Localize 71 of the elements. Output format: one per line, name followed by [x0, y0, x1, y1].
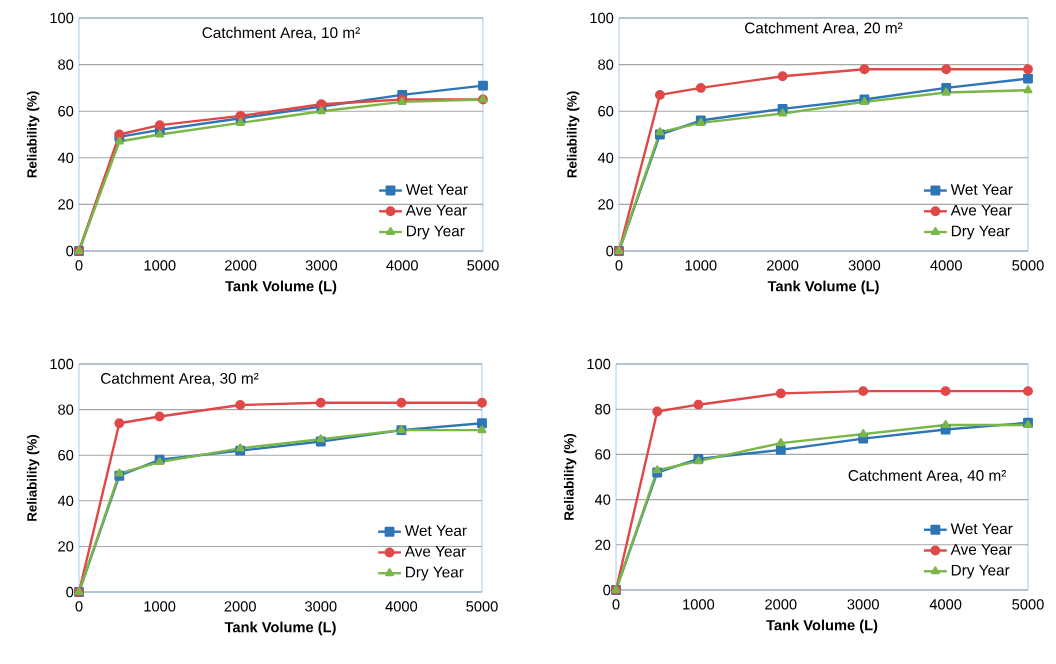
x-axis-title: Tank Volume (L)	[767, 280, 879, 295]
x-tick-label: 0	[75, 601, 83, 612]
y-tick-label: 60	[58, 450, 74, 461]
y-tick-label: 40	[594, 494, 611, 505]
y-tick-label: 100	[50, 358, 74, 370]
y-tick-label: 0	[66, 586, 74, 598]
y-tick-label: 20	[598, 199, 614, 210]
legend-label: Dry Year	[951, 225, 1010, 240]
y-tick-label: 40	[597, 152, 614, 163]
x-tick-label: 4000	[385, 601, 418, 612]
y-tick-label: 0	[66, 245, 74, 257]
x-tick-label: 0	[615, 260, 623, 271]
x-tick-label: 3000	[305, 260, 338, 271]
y-tick-label: 80	[598, 59, 614, 70]
x-tick-label: 3000	[848, 260, 881, 271]
legend-label: Ave Year	[950, 204, 1012, 216]
x-tick-label: 2000	[767, 260, 799, 271]
chart-title: Catchment Area, 20 m²	[745, 22, 903, 36]
legend-label: Dry Year	[407, 225, 465, 240]
x-tick-label: 4000	[929, 599, 962, 610]
y-tick-label: 0	[603, 584, 611, 596]
y-tick-label: 100	[587, 358, 611, 370]
y-tick-label: 100	[590, 12, 614, 24]
x-tick-label: 1000	[685, 260, 717, 271]
text: Catchment Area, 40 m²	[848, 469, 1007, 483]
legend-label: Ave Year	[404, 546, 466, 557]
y-axis-title: Reliability (%)	[566, 91, 580, 178]
legend-label: Wet Year	[404, 525, 467, 537]
y-tick-label: 80	[595, 404, 611, 415]
x-tick-label: 1000	[683, 599, 715, 610]
x-tick-label: 3000	[305, 601, 337, 612]
x-axis-title: Tank Volume (L)	[766, 619, 878, 634]
y-tick-label: 80	[58, 404, 74, 415]
y-tick-label: 0	[606, 245, 614, 257]
y-tick-label: 20	[595, 539, 611, 550]
y-tick-label: 40	[57, 152, 74, 163]
y-axis-title: Reliability (%)	[26, 91, 40, 178]
x-tick-label: 2000	[225, 260, 257, 271]
y-tick-label: 80	[58, 59, 74, 70]
x-tick-label: 3000	[847, 599, 879, 610]
chart-title: Catchment Area, 30 m²	[101, 372, 259, 386]
legend-label: Ave Year	[405, 204, 467, 216]
legend-label: Dry Year	[406, 566, 464, 581]
y-tick-label: 40	[57, 495, 74, 506]
y-tick-label: 60	[58, 106, 74, 117]
y-tick-label: 100	[50, 12, 74, 24]
x-tick-label: 4000	[930, 260, 962, 271]
x-axis-title: Tank Volume (L)	[224, 621, 336, 636]
x-tick-label: 5000	[1012, 599, 1044, 610]
x-tick-label: 5000	[467, 260, 499, 271]
x-axis-title: Tank Volume (L)	[225, 280, 337, 295]
legend-label: Ave Year	[950, 544, 1012, 555]
y-axis-title: Reliability (%)	[26, 434, 40, 521]
y-tick-label: 20	[58, 541, 74, 552]
legend-label: Dry Year	[951, 564, 1010, 579]
x-tick-label: 2000	[224, 601, 256, 612]
x-tick-label: 2000	[765, 599, 797, 610]
x-tick-label: 5000	[466, 601, 498, 612]
text: Catchment Area, 10 m²	[202, 26, 360, 40]
legend-label: Wet Year	[950, 523, 1013, 535]
y-tick-label: 20	[58, 199, 74, 210]
legend-label: Wet Year	[405, 184, 468, 195]
x-tick-label: 1000	[144, 260, 176, 271]
y-axis-title: Reliability (%)	[563, 433, 577, 520]
x-tick-label: 5000	[1012, 260, 1044, 271]
x-tick-label: 1000	[144, 601, 176, 612]
y-tick-label: 60	[595, 449, 611, 460]
y-tick-label: 60	[598, 106, 614, 117]
legend-label: Wet Year	[950, 184, 1013, 195]
x-tick-label: 0	[75, 260, 83, 271]
x-tick-label: 4000	[386, 260, 418, 271]
